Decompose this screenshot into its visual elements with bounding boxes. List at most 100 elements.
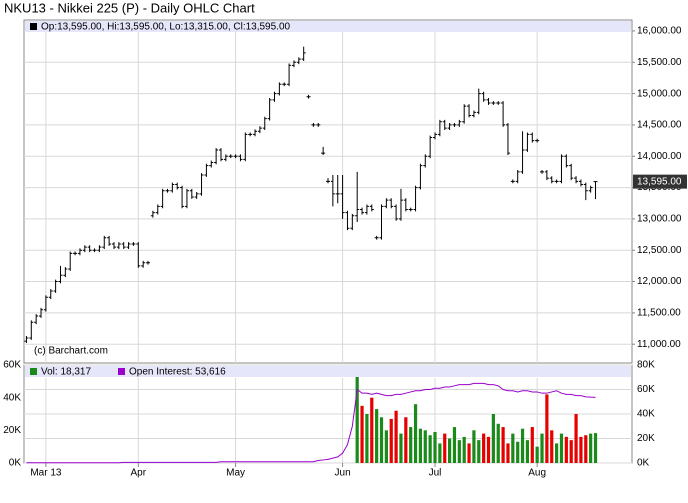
- y2-tick-label: 0K: [637, 458, 650, 469]
- volume-bar: [409, 427, 413, 463]
- ohlc-bar: [549, 176, 554, 184]
- ohlc-bar: [189, 188, 194, 199]
- volume-bar: [491, 414, 495, 463]
- ohlc-bar: [593, 181, 598, 200]
- volume-bar: [589, 433, 593, 463]
- x-tick-label: Jul: [429, 468, 442, 479]
- ohlc-bar: [530, 132, 535, 143]
- ohlc-bar: [403, 198, 408, 212]
- ohlc-bar: [39, 307, 44, 318]
- ohlc-bar: [481, 91, 486, 102]
- ohlc-bar: [97, 245, 102, 253]
- volume-bar: [448, 438, 452, 463]
- ohlc-bar: [398, 188, 403, 221]
- ohlc-bar: [330, 175, 335, 207]
- ohlc-bar: [301, 46, 306, 62]
- y-tick-label: 13,000.00: [637, 214, 682, 225]
- ohlc-bar: [146, 260, 151, 265]
- y-tick-label: 20K: [3, 425, 21, 436]
- volume-bar: [384, 430, 388, 463]
- ohlc-bar: [141, 260, 146, 268]
- ohlc-bar: [554, 179, 559, 184]
- ohlc-bar: [389, 198, 394, 209]
- ohlc-bar: [583, 182, 588, 201]
- ohlc-bar: [578, 179, 583, 187]
- y-tick-label: 15,500.00: [637, 57, 682, 68]
- layer: 11,000.00 11,500.00 12,000.00 12,500.00 13,0…: [3, 26, 687, 479]
- y-tick-label: 15,000.00: [637, 88, 682, 99]
- ohlc-bar: [437, 119, 442, 137]
- legend-swatch: [30, 23, 37, 30]
- ohlc-bar: [121, 242, 126, 249]
- y2-tick-label: 60K: [637, 384, 655, 395]
- ohlc-bar: [457, 119, 462, 127]
- ohlc-bar: [48, 289, 53, 300]
- ohlc-bar: [535, 138, 540, 143]
- ohlc-bar: [374, 235, 379, 240]
- ohlc-bar: [350, 213, 355, 231]
- ohlc-bar: [209, 160, 214, 168]
- volume-bar: [399, 433, 403, 463]
- volume-bar: [535, 446, 539, 463]
- ohlc-bar: [34, 314, 39, 325]
- volume-bar: [428, 435, 432, 463]
- ohlc-bar: [311, 123, 316, 127]
- ohlc-bar: [180, 185, 185, 209]
- volume-bar: [584, 435, 588, 463]
- x-tick-label: Jun: [335, 468, 351, 479]
- volume-bar: [501, 427, 505, 463]
- ohlc-bar: [335, 175, 340, 204]
- ohlc-bar: [360, 207, 365, 215]
- volume-bar: [506, 443, 510, 463]
- ohlc-bar: [442, 119, 447, 130]
- ohlc-bar: [43, 295, 48, 312]
- volume-bar: [593, 433, 598, 463]
- legend-swatch: [118, 368, 125, 375]
- ohlc-bar: [267, 97, 272, 121]
- volume-bar: [520, 428, 525, 463]
- volume-bar: [365, 414, 369, 463]
- volume-bar: [433, 431, 437, 463]
- ohlc-bar: [272, 91, 277, 102]
- ohlc-bar: [491, 101, 496, 105]
- volume-bar: [462, 436, 466, 463]
- legend-text: Vol: 18,317: [41, 367, 91, 378]
- volume-bar: [418, 428, 423, 463]
- ohlc-bar: [505, 123, 510, 156]
- ohlc-bar: [214, 148, 219, 165]
- ohlc-bar: [394, 204, 399, 221]
- ohlc-bar: [452, 123, 457, 127]
- volume-bar: [355, 374, 359, 463]
- ohlc-bar: [248, 132, 253, 137]
- ohlc-bar: [184, 188, 189, 209]
- y-tick-label: 14,500.00: [637, 120, 682, 131]
- ohlc-bar: [569, 163, 574, 181]
- ohlc-bar: [238, 154, 243, 162]
- y-tick-label: 12,500.00: [637, 245, 682, 256]
- open-interest-line: [26, 382, 596, 464]
- volume-bar: [486, 436, 491, 463]
- ohlc-bar: [369, 204, 374, 212]
- volume-bar: [394, 410, 398, 463]
- volume-bar: [404, 417, 408, 463]
- ohlc-bar: [73, 251, 78, 256]
- y-tick-label: 0K: [9, 458, 22, 469]
- volume-bar: [482, 433, 486, 463]
- ohlc-bar: [131, 242, 136, 246]
- volume-bar: [496, 423, 500, 463]
- ohlc-bar: [262, 116, 267, 130]
- ohlc-bar: [53, 279, 58, 293]
- ohlc-bar: [68, 251, 73, 271]
- y-tick-label: 11,500.00: [637, 308, 681, 319]
- ohlc-bar: [379, 204, 384, 240]
- ohlc-bar: [228, 154, 233, 159]
- ohlc-bar: [296, 57, 301, 65]
- ohlc-bar: [150, 210, 155, 218]
- volume-bar: [477, 440, 481, 463]
- ohlc-bar: [82, 245, 87, 253]
- ohlc-bar: [233, 154, 238, 159]
- ohlc-bar: [501, 101, 506, 127]
- y-tick-label: 12,000.00: [637, 276, 682, 287]
- volume-bar: [525, 440, 530, 463]
- volume-bar: [360, 405, 364, 463]
